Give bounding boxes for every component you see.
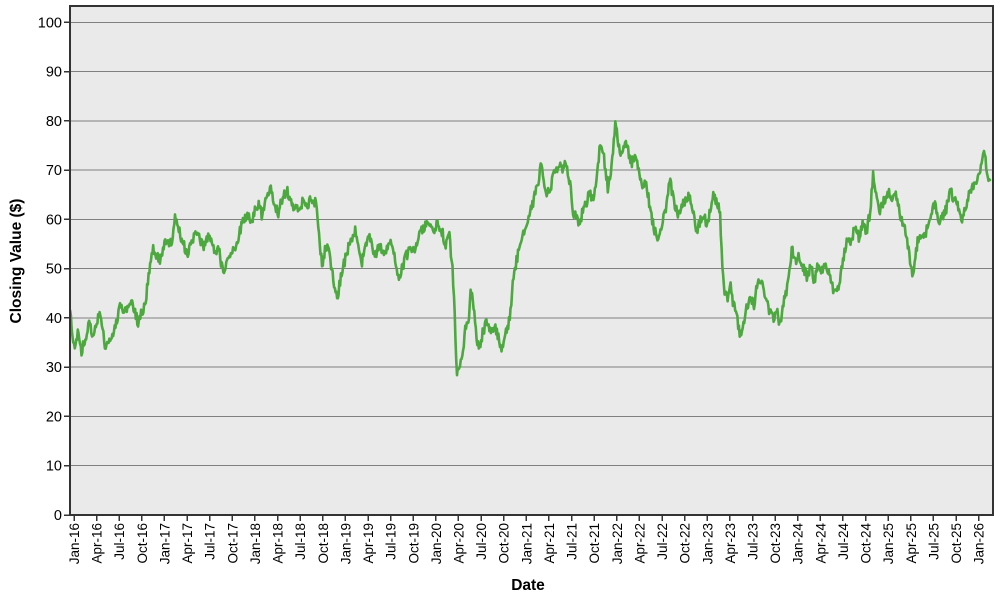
x-tick-label: Jul-16 — [112, 523, 127, 560]
x-tick-label: Apr-24 — [813, 523, 828, 564]
x-tick-label: Apr-25 — [904, 523, 919, 564]
y-tick-label: 20 — [46, 409, 62, 425]
y-tick-label: 70 — [46, 163, 62, 179]
x-tick-label: Oct-17 — [225, 523, 240, 564]
x-tick-label: Jan-22 — [610, 523, 625, 564]
x-tick-label: Jan-17 — [157, 523, 172, 564]
x-tick-label: Apr-17 — [180, 523, 195, 564]
series-line — [70, 120, 992, 377]
x-tick-label: Jul-24 — [836, 523, 851, 560]
x-tick-label: Jan-16 — [67, 523, 82, 564]
x-tick-label: Apr-21 — [542, 523, 557, 564]
y-tick-label: 100 — [38, 15, 62, 31]
x-tick-label: Jul-18 — [293, 523, 308, 560]
y-tick-label: 40 — [46, 311, 62, 327]
x-tick-label: Jan-24 — [791, 523, 806, 565]
x-tick-label: Apr-22 — [632, 523, 647, 564]
x-tick-label: Oct-19 — [406, 523, 421, 564]
y-tick-label: 50 — [46, 262, 62, 278]
x-tick-label: Oct-23 — [768, 523, 783, 564]
x-tick-label: Apr-20 — [451, 523, 466, 564]
plot-border — [69, 5, 994, 516]
x-axis-title: Date — [511, 577, 545, 594]
x-tick-label: Oct-20 — [497, 523, 512, 564]
x-tick-label: Jul-21 — [565, 523, 580, 560]
x-tick-label: Jul-25 — [926, 523, 941, 560]
x-tick-label: Jan-20 — [429, 523, 444, 564]
x-tick-label: Oct-21 — [587, 523, 602, 564]
plot-area — [70, 6, 993, 515]
y-tick-label: 30 — [46, 360, 62, 376]
x-tick-label: Jan-25 — [881, 523, 896, 564]
x-tick-label: Jul-19 — [384, 523, 399, 560]
x-tick-label: Apr-18 — [271, 523, 286, 564]
x-tick-label: Oct-25 — [949, 523, 964, 564]
x-tick-label: Oct-24 — [859, 523, 874, 564]
x-tick-label: Jan-18 — [248, 523, 263, 564]
x-tick-label: Jan-23 — [700, 523, 715, 564]
x-tick-label: Apr-16 — [90, 523, 105, 564]
y-tick-label: 0 — [54, 508, 62, 524]
x-tick-label: Jan-26 — [972, 523, 987, 564]
x-tick-label: Oct-18 — [316, 523, 331, 564]
x-tick-label: Jul-20 — [474, 523, 489, 560]
x-tick-label: Jul-17 — [203, 523, 218, 560]
y-tick-label: 80 — [46, 114, 62, 130]
x-tick-label: Jul-23 — [746, 523, 761, 560]
x-tick-label: Jan-19 — [338, 523, 353, 564]
x-tick-label: Apr-19 — [361, 523, 376, 564]
x-tick-label: Oct-22 — [678, 523, 693, 564]
x-tick-label: Apr-23 — [723, 523, 738, 564]
x-tick-label: Jan-21 — [519, 523, 534, 564]
y-tick-label: 10 — [46, 459, 62, 475]
y-tick-label: 60 — [46, 212, 62, 228]
chart-plot-group: 0 10 20 30 40 50 60 70 80 90 100 Jan-16 Apr-16 Jul-16… — [38, 5, 994, 565]
x-tick-label: Jul-22 — [655, 523, 670, 560]
y-axis-title: Closing Value ($) — [8, 199, 25, 324]
x-tick-label: Oct-16 — [135, 523, 150, 564]
y-tick-label: 90 — [46, 65, 62, 81]
